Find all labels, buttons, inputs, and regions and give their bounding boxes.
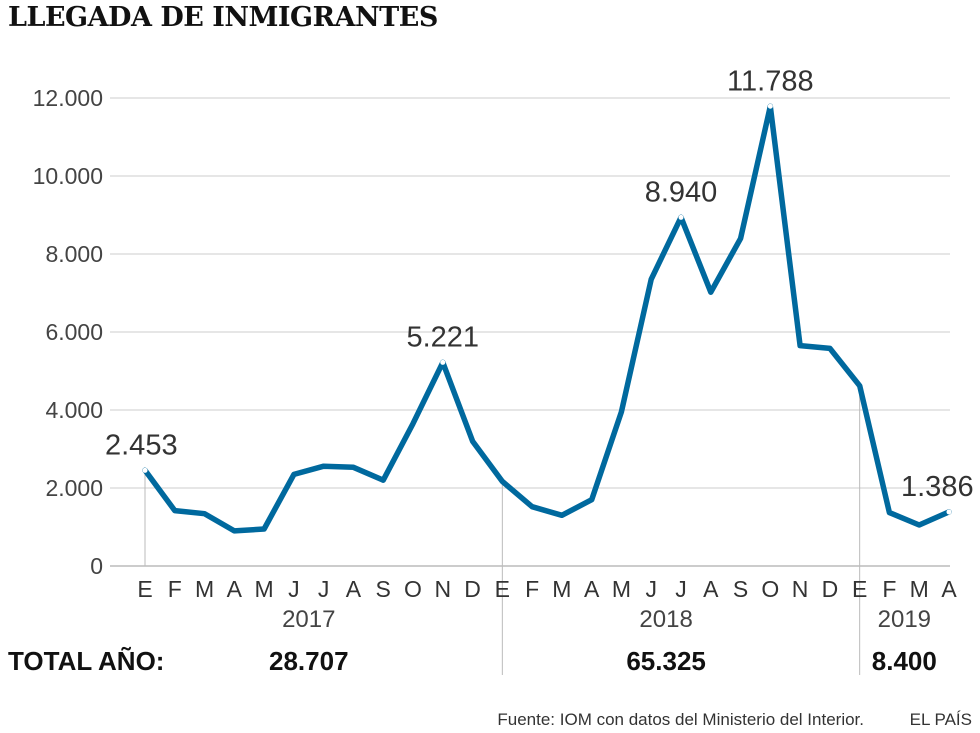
highlight-point: [678, 214, 684, 220]
y-tick-label: 4.000: [45, 397, 103, 423]
totals-label: TOTAL AÑO:: [8, 646, 164, 676]
data-point: [410, 421, 416, 426]
x-tick-label: A: [941, 576, 957, 602]
data-point: [261, 526, 267, 532]
year-separators: [144, 385, 861, 675]
x-tick-label: A: [703, 576, 719, 602]
x-tick-label: M: [612, 576, 631, 602]
footer: Fuente: IOM con datos del Ministerio del…: [497, 710, 972, 729]
x-tick-label: N: [792, 576, 809, 602]
x-tick-label: A: [346, 576, 362, 602]
data-point: [321, 463, 326, 469]
y-tick-label: 12.000: [33, 85, 103, 111]
x-tick-label: M: [552, 576, 571, 602]
y-tick-label: 10.000: [33, 163, 103, 189]
yearly-totals: TOTAL AÑO: 28.707 65.325 8.400: [8, 646, 937, 676]
data-point: [649, 277, 654, 282]
y-tick-label: 0: [90, 553, 103, 579]
data-point: [589, 497, 594, 502]
data-label: 1.386: [901, 471, 974, 503]
data-point: [559, 513, 565, 518]
data-point: [857, 383, 862, 389]
x-tick-label: F: [168, 576, 182, 602]
x-tick-label: A: [584, 576, 600, 602]
y-tick-label: 2.000: [45, 475, 103, 501]
y-axis-ticks: 0 2.000 4.000 6.000 8.000 10.000 12.000: [33, 85, 103, 579]
x-tick-label: D: [822, 576, 839, 602]
data-point: [470, 439, 475, 444]
brand-label: EL PAÍS: [910, 710, 972, 729]
grid-lines: [110, 97, 950, 567]
data-point: [232, 528, 237, 534]
x-tick-label: S: [376, 576, 391, 602]
highlight-point: [946, 509, 952, 515]
x-tick-label: M: [195, 576, 214, 602]
year-total: 28.707: [269, 646, 349, 676]
x-tick-label: D: [464, 576, 481, 602]
x-tick-label: M: [910, 576, 929, 602]
series-line: [142, 103, 952, 534]
x-tick-label: J: [645, 576, 657, 602]
data-labels: 2.453 5.221 8.940 11.788 1.386: [105, 65, 974, 515]
data-point: [917, 522, 922, 528]
data-point: [708, 290, 713, 295]
data-point: [500, 479, 505, 484]
data-point: [827, 346, 833, 351]
highlight-point: [142, 467, 148, 473]
x-tick-label: J: [675, 576, 687, 602]
series-line: [142, 103, 952, 534]
data-label: 11.788: [727, 65, 814, 97]
x-tick-label: O: [761, 576, 779, 602]
data-point: [529, 504, 535, 509]
x-tick-label: E: [137, 576, 152, 602]
x-tick-label: J: [318, 576, 330, 602]
data-label: 2.453: [105, 429, 178, 461]
data-label: 8.940: [645, 176, 718, 208]
highlight-point: [440, 359, 446, 365]
data-point: [291, 472, 297, 477]
data-point: [738, 236, 743, 241]
x-tick-label: E: [852, 576, 867, 602]
year-total: 65.325: [626, 646, 706, 676]
data-point: [619, 409, 624, 415]
x-tick-label: N: [434, 576, 451, 602]
x-tick-label: E: [495, 576, 510, 602]
data-point: [797, 343, 803, 348]
x-tick-label: M: [255, 576, 274, 602]
source-note: Fuente: IOM con datos del Ministerio del…: [497, 710, 864, 729]
data-point: [381, 478, 386, 483]
x-tick-label: F: [525, 576, 539, 602]
highlight-point: [767, 103, 773, 109]
data-point: [202, 511, 207, 516]
data-point: [172, 508, 177, 513]
x-tick-label: J: [288, 576, 300, 602]
data-point: [351, 465, 356, 470]
x-tick-label: A: [227, 576, 243, 602]
chart-title: LLEGADA DE INMIGRANTES: [8, 2, 438, 33]
x-tick-label: F: [882, 576, 896, 602]
y-tick-label: 8.000: [45, 241, 103, 267]
year-labels: 2017 2018 2019: [282, 606, 931, 633]
data-label: 5.221: [406, 321, 479, 353]
x-tick-label: O: [404, 576, 422, 602]
year-label: 2019: [878, 606, 931, 633]
year-total: 8.400: [872, 646, 937, 676]
year-label: 2018: [639, 606, 692, 633]
data-point: [887, 510, 892, 515]
year-label: 2017: [282, 606, 335, 633]
y-tick-label: 6.000: [45, 319, 103, 345]
x-tick-label: S: [733, 576, 748, 602]
